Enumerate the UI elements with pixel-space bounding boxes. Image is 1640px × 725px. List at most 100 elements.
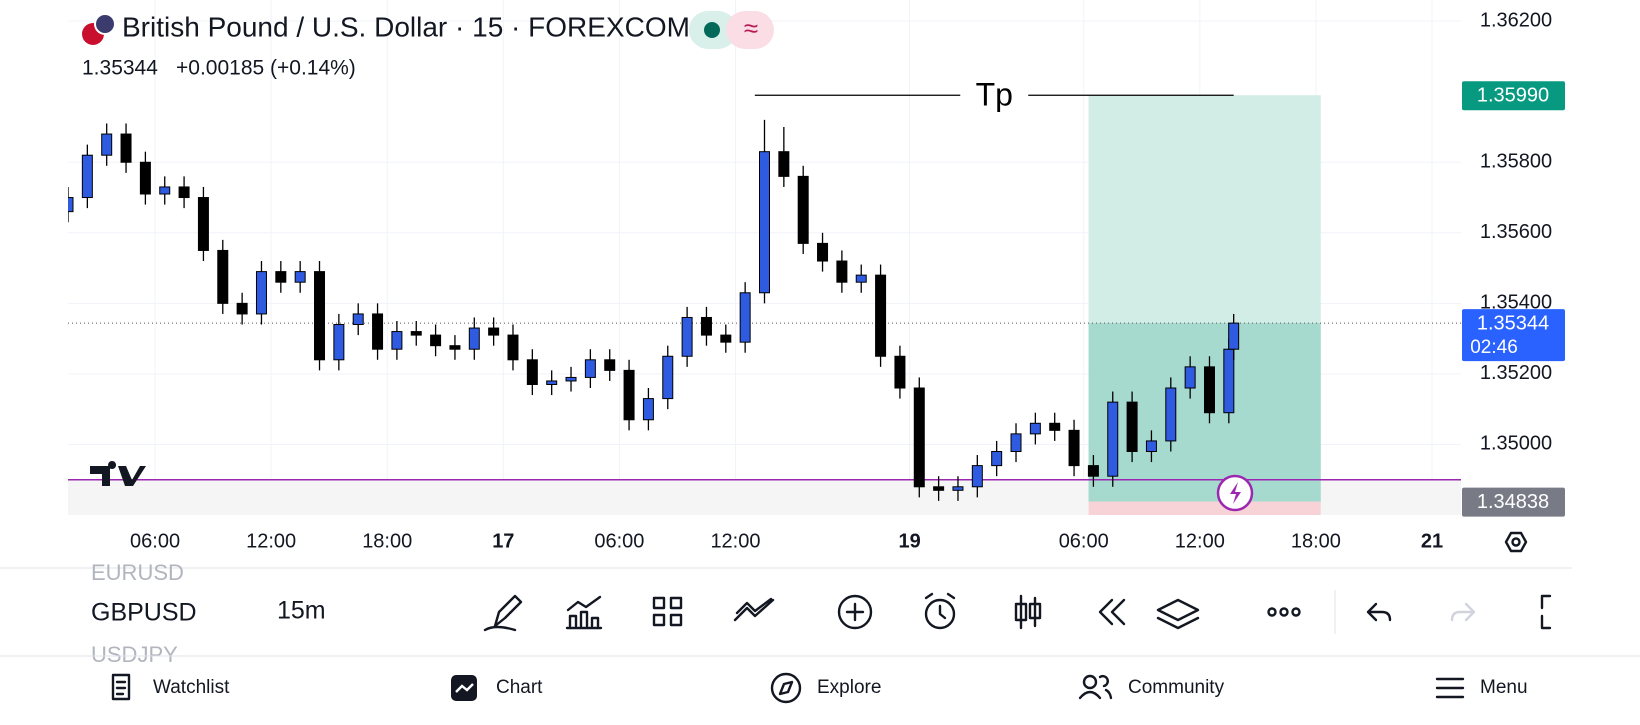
y-tick-label: 1.35200	[1480, 362, 1552, 384]
candle-body	[913, 387, 925, 488]
candle-body	[1203, 366, 1215, 414]
candle-body	[120, 133, 132, 163]
alert[interactable]	[924, 598, 956, 630]
y-tick-label: 1.35800	[1480, 151, 1552, 173]
x-tick-label: 12:00	[1175, 530, 1225, 552]
x-tick-label: 06:00	[130, 530, 180, 552]
x-tick-label: 12:00	[710, 530, 760, 552]
price-axis: 1.36200 1.35800 1.35600 1.35400 1.35200 1.350…	[1462, 9, 1565, 517]
undo[interactable]	[1366, 602, 1392, 622]
fullscreen[interactable]	[1540, 594, 1552, 630]
candle-body	[933, 486, 945, 491]
flag-icon	[94, 13, 116, 35]
x-tick-label: 21	[1421, 530, 1443, 552]
interval[interactable]: 15m	[277, 597, 326, 625]
nav-item[interactable]: Watchlist	[153, 677, 230, 698]
candle-body	[1029, 422, 1041, 435]
more[interactable]	[1267, 607, 1277, 617]
candle-body	[817, 242, 829, 262]
indicators[interactable]	[565, 595, 603, 630]
settings-icon[interactable]	[1504, 531, 1528, 553]
x-tick-label: 17	[492, 530, 514, 552]
candle-body	[352, 313, 364, 326]
more-dot	[1279, 607, 1289, 617]
x-tick-label: 06:00	[594, 530, 644, 552]
candle-body	[159, 186, 171, 195]
candle-body	[139, 161, 151, 195]
candle-body	[255, 271, 267, 315]
more-dot	[1291, 607, 1301, 617]
candle-body	[584, 359, 596, 378]
candle-body	[1145, 440, 1157, 453]
market-open-dot	[704, 22, 720, 38]
explore-needle	[778, 680, 794, 696]
candle-body	[720, 334, 732, 343]
redo[interactable]	[1450, 602, 1476, 622]
candle-body	[430, 334, 442, 347]
plot-area: Tp	[68, 0, 1461, 515]
templates[interactable]	[652, 596, 683, 627]
bolt-icon	[1230, 482, 1241, 504]
candle-body	[546, 380, 558, 385]
symbol-title[interactable]: British Pound / U.S. Dollar · 15 · FOREX…	[122, 11, 690, 42]
candle-body	[488, 327, 500, 336]
candle-body	[1184, 366, 1196, 389]
candle-body	[178, 186, 190, 199]
nav-item[interactable]: Community	[1128, 677, 1225, 698]
tp-label-bg	[960, 75, 1029, 116]
loss-zone	[1088, 501, 1321, 515]
target-price-badge	[1462, 81, 1565, 111]
candle-body	[1107, 401, 1119, 477]
replay[interactable]	[1098, 598, 1126, 626]
candle-body	[468, 327, 480, 350]
watchlist-icon	[111, 673, 131, 701]
candle-body	[372, 313, 384, 350]
add[interactable]	[837, 594, 873, 630]
menu-icon	[1435, 677, 1465, 699]
candle-body	[565, 376, 577, 382]
x-tick-label: 06:00	[1059, 530, 1109, 552]
nav-item[interactable]: Explore	[817, 677, 881, 698]
symbol-item-selected[interactable]: GBPUSD	[91, 599, 197, 627]
layers[interactable]	[1156, 598, 1200, 630]
candle-body	[952, 486, 964, 491]
candle-body	[604, 359, 616, 371]
last-price: 1.35344	[82, 57, 158, 80]
candle-body	[681, 316, 693, 357]
entry-price-badge-label: 1.34838	[1477, 491, 1549, 513]
symbol-item[interactable]: USDJPY	[91, 642, 178, 667]
candle-body	[217, 249, 229, 304]
price-change: +0.00185 (+0.14%)	[176, 57, 356, 80]
y-tick-label: 1.35400	[1480, 292, 1552, 314]
status-pill[interactable]	[726, 11, 774, 49]
candle-body	[1010, 433, 1022, 453]
candle-body	[797, 175, 809, 244]
candle-body	[642, 398, 654, 421]
entry-price-badge	[1462, 487, 1565, 517]
community-icon	[1082, 674, 1098, 690]
add-plus	[845, 602, 865, 622]
candle-body	[836, 260, 848, 283]
candle-body	[991, 451, 1003, 467]
last-price-badge-label: 1.35344	[1477, 312, 1549, 334]
candle-body	[294, 271, 306, 283]
x-tick-label: 19	[898, 530, 920, 552]
compare[interactable]	[733, 597, 775, 622]
x-tick-label: 12:00	[246, 530, 296, 552]
nav-item[interactable]: Menu	[1480, 677, 1528, 698]
candle-body	[971, 465, 983, 488]
candle-body	[410, 331, 422, 336]
candle-body	[739, 292, 751, 343]
x-tick-label: 18:00	[362, 530, 412, 552]
symbol-item[interactable]: EURUSD	[91, 560, 184, 585]
candle-body	[1126, 401, 1138, 453]
delayed-icon: ≈	[744, 13, 758, 43]
draw-tool[interactable]	[483, 594, 523, 632]
chart-type[interactable]	[1014, 594, 1042, 630]
candle-body	[526, 359, 538, 385]
candle-body	[391, 331, 403, 350]
candle-body	[875, 274, 887, 357]
nav-item[interactable]: Chart	[496, 677, 543, 698]
tradingview-logo[interactable]	[90, 461, 146, 486]
